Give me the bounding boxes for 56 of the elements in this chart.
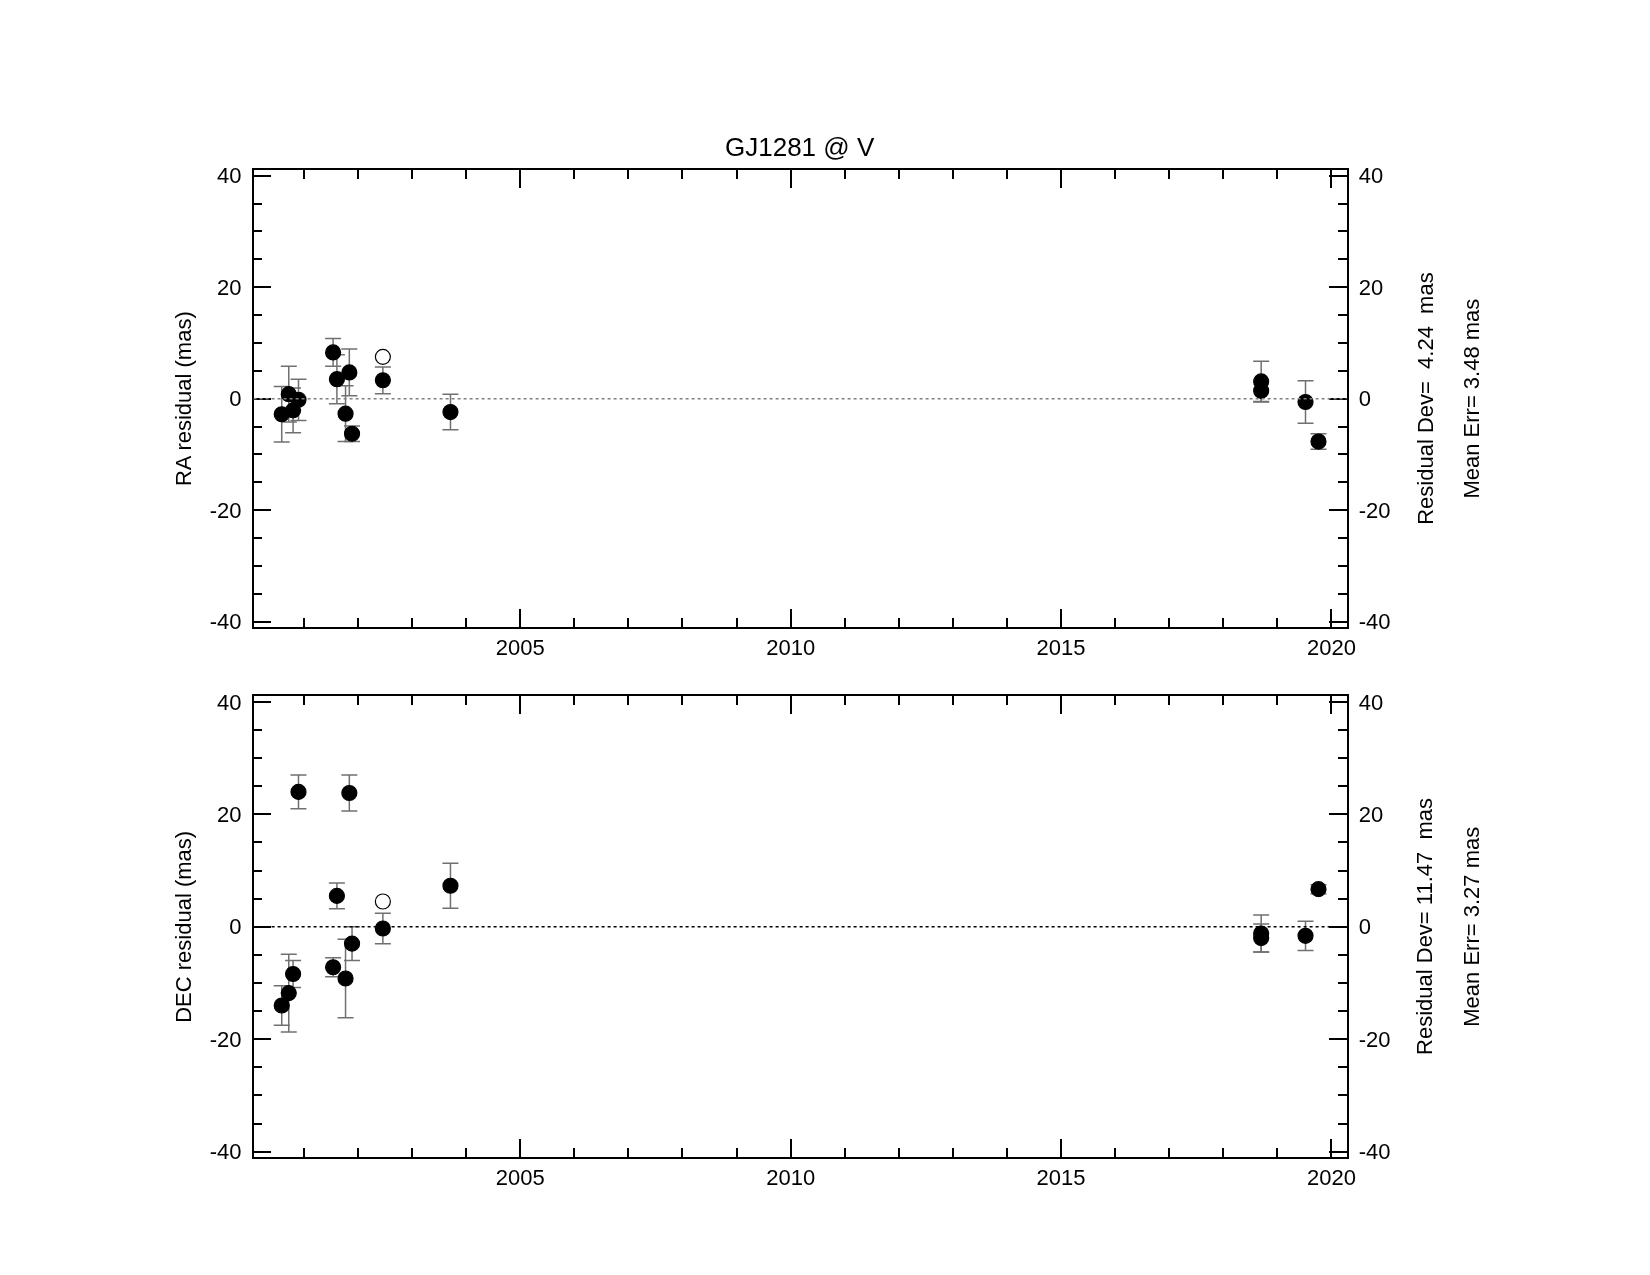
y2-tick-label: -40 [1358,609,1391,635]
point [1297,393,1314,411]
point [285,965,302,983]
y-tick-label: 20 [216,802,242,828]
text: Mean Err= 3.27 mas [1459,826,1485,1027]
point [341,784,358,802]
point [1297,927,1314,944]
text: Mean Err= 3.48 mas [1459,298,1485,499]
point [280,985,297,1002]
point [341,364,358,381]
point [343,935,361,952]
x-tick-label: 2015 [1036,635,1086,661]
point [374,920,391,937]
point [290,391,307,408]
y-tick-label: 0 [229,386,242,412]
x-tick-label: 2020 [1306,635,1356,661]
point [442,877,459,894]
y2-tick-label: 0 [1358,386,1372,412]
x-tick-label: 2005 [495,1165,545,1191]
x-tick-label: 2020 [1306,1165,1356,1191]
point [442,403,459,421]
point [328,371,345,388]
y-tick-label: -40 [209,609,242,635]
point [325,344,342,361]
y2-tick-label: 20 [1358,802,1384,828]
y2-tick-label: 40 [1358,163,1384,189]
point [273,997,290,1014]
y-tick-label: 20 [216,274,242,300]
y2-tick-label: 0 [1358,914,1372,940]
text: Residual Dev= 11.47 mas [1412,797,1438,1055]
y-tick-label: 40 [216,163,242,189]
y-tick-label: -20 [209,497,242,523]
point [337,405,354,422]
point [374,893,391,910]
x-tick-label: 2005 [495,635,545,661]
y2-tick-label: -20 [1358,497,1391,523]
y-axis-title: RA residual (mas) [170,311,196,487]
x-tick-label: 2010 [766,1165,816,1191]
chart-title: GJ1281 @ V [725,132,875,162]
y2-tick-label: -40 [1358,1139,1391,1165]
point [374,348,391,365]
text: Residual Dev= 4.24 mas [1412,272,1438,525]
y-tick-label: -20 [209,1026,242,1052]
point [374,372,391,389]
y-axis-title: DEC residual (mas) [170,830,196,1023]
y-tick-label: -40 [209,1139,242,1165]
point [337,970,354,987]
point [328,887,345,904]
y2-tick-label: 40 [1358,689,1384,715]
y-tick-label: 0 [229,914,242,940]
y2-tick-label: -20 [1358,1026,1391,1052]
x-tick-label: 2015 [1036,1165,1086,1191]
point [290,783,307,800]
y2-tick-label: 20 [1358,274,1384,300]
x-tick-label: 2010 [766,635,816,661]
y-tick-label: 40 [216,689,242,715]
